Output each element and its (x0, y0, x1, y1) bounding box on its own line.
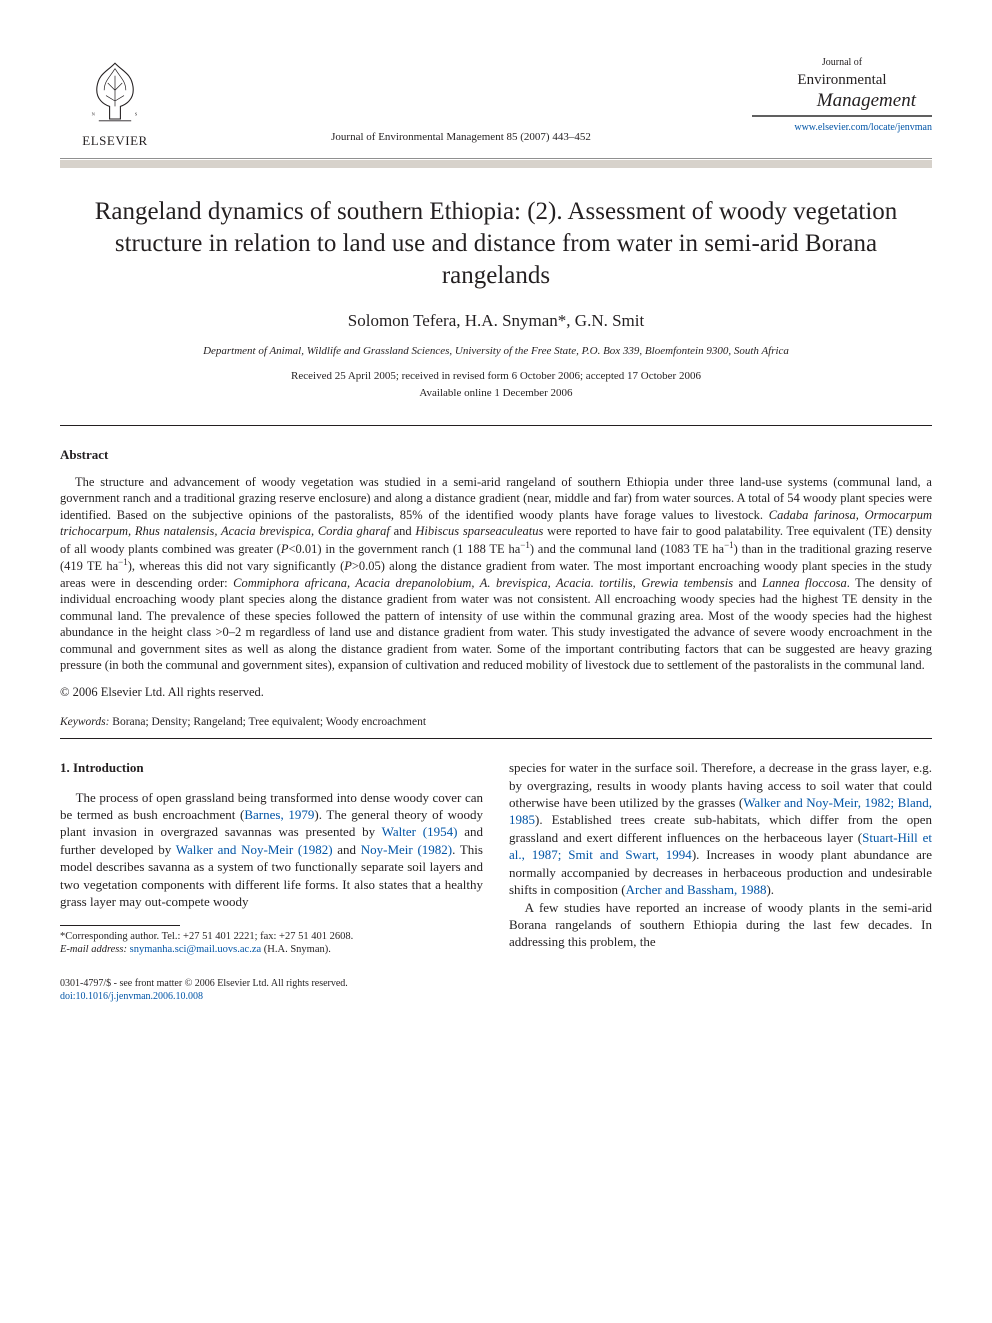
left-column: 1. Introduction The process of open gras… (60, 759, 483, 957)
copyright-line: © 2006 Elsevier Ltd. All rights reserved… (60, 684, 932, 701)
elsevier-tree-icon: N S (79, 56, 151, 128)
authors: Solomon Tefera, H.A. Snyman*, G.N. Smit (60, 310, 932, 333)
footnote-email-label: E-mail address: (60, 944, 127, 955)
journal-brand-main: Environmental (752, 70, 932, 90)
citation-line: Journal of Environmental Management 85 (… (170, 130, 752, 145)
publisher-logo-block: N S ELSEVIER (60, 56, 170, 150)
footnote-line-1: *Corresponding author. Tel.: +27 51 401 … (60, 930, 483, 944)
journal-brand-block: Journal of Environmental Management www.… (752, 56, 932, 135)
right-column: species for water in the surface soil. T… (509, 759, 932, 957)
abstract-top-rule (60, 425, 932, 426)
keywords-line: Keywords: Borana; Density; Rangeland; Tr… (60, 715, 932, 731)
intro-para-2: A few studies have reported an increase … (509, 899, 932, 951)
intro-para-1: The process of open grassland being tran… (60, 789, 483, 911)
footnote-line-2: E-mail address: snymanha.sci@mail.uovs.a… (60, 943, 483, 957)
footer-front-matter: 0301-4797/$ - see front matter © 2006 El… (60, 977, 932, 990)
section-1-heading: 1. Introduction (60, 759, 483, 776)
keywords-text: Borana; Density; Rangeland; Tree equival… (112, 716, 426, 728)
header-rule (60, 158, 932, 159)
top-bar: N S ELSEVIER Journal of Environmental Ma… (60, 56, 932, 150)
footnote-tail: (H.A. Snyman). (264, 944, 331, 955)
svg-text:N: N (92, 111, 96, 116)
abstract-body: The structure and advancement of woody v… (60, 474, 932, 674)
abstract-bottom-rule (60, 738, 932, 739)
svg-text:S: S (135, 111, 138, 116)
body-columns: 1. Introduction The process of open gras… (60, 759, 932, 957)
footer-bar: 0301-4797/$ - see front matter © 2006 El… (60, 977, 932, 1003)
journal-brand-top: Journal of (752, 56, 932, 70)
journal-url[interactable]: www.elsevier.com/locate/jenvman (752, 121, 932, 135)
paper-title: Rangeland dynamics of southern Ethiopia:… (70, 196, 922, 292)
online-date: Available online 1 December 2006 (60, 386, 932, 401)
journal-brand-rule (752, 115, 932, 117)
affiliation: Department of Animal, Wildlife and Grass… (60, 344, 932, 359)
footnote-email[interactable]: snymanha.sci@mail.uovs.ac.za (130, 944, 262, 955)
received-dates: Received 25 April 2005; received in revi… (60, 369, 932, 384)
intro-para-cont: species for water in the surface soil. T… (509, 759, 932, 898)
keywords-label: Keywords: (60, 716, 109, 728)
footer-doi[interactable]: doi:10.1016/j.jenvman.2006.10.008 (60, 990, 932, 1003)
journal-brand-sub: Management (752, 88, 916, 114)
abstract-heading: Abstract (60, 446, 932, 464)
corresponding-footnote: *Corresponding author. Tel.: +27 51 401 … (60, 930, 483, 957)
header-bar (60, 160, 932, 168)
footnote-rule (60, 925, 180, 926)
publisher-name: ELSEVIER (82, 132, 147, 150)
